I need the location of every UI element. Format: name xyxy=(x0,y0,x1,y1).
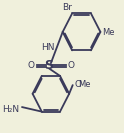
Text: S: S xyxy=(45,59,54,72)
Text: Me: Me xyxy=(102,28,114,38)
Text: O: O xyxy=(75,80,81,89)
Text: O: O xyxy=(28,61,35,70)
Text: HN: HN xyxy=(41,43,55,52)
Text: Me: Me xyxy=(78,80,91,89)
Text: Br: Br xyxy=(62,3,72,12)
Text: H₂N: H₂N xyxy=(2,105,20,114)
Text: O: O xyxy=(67,61,74,70)
